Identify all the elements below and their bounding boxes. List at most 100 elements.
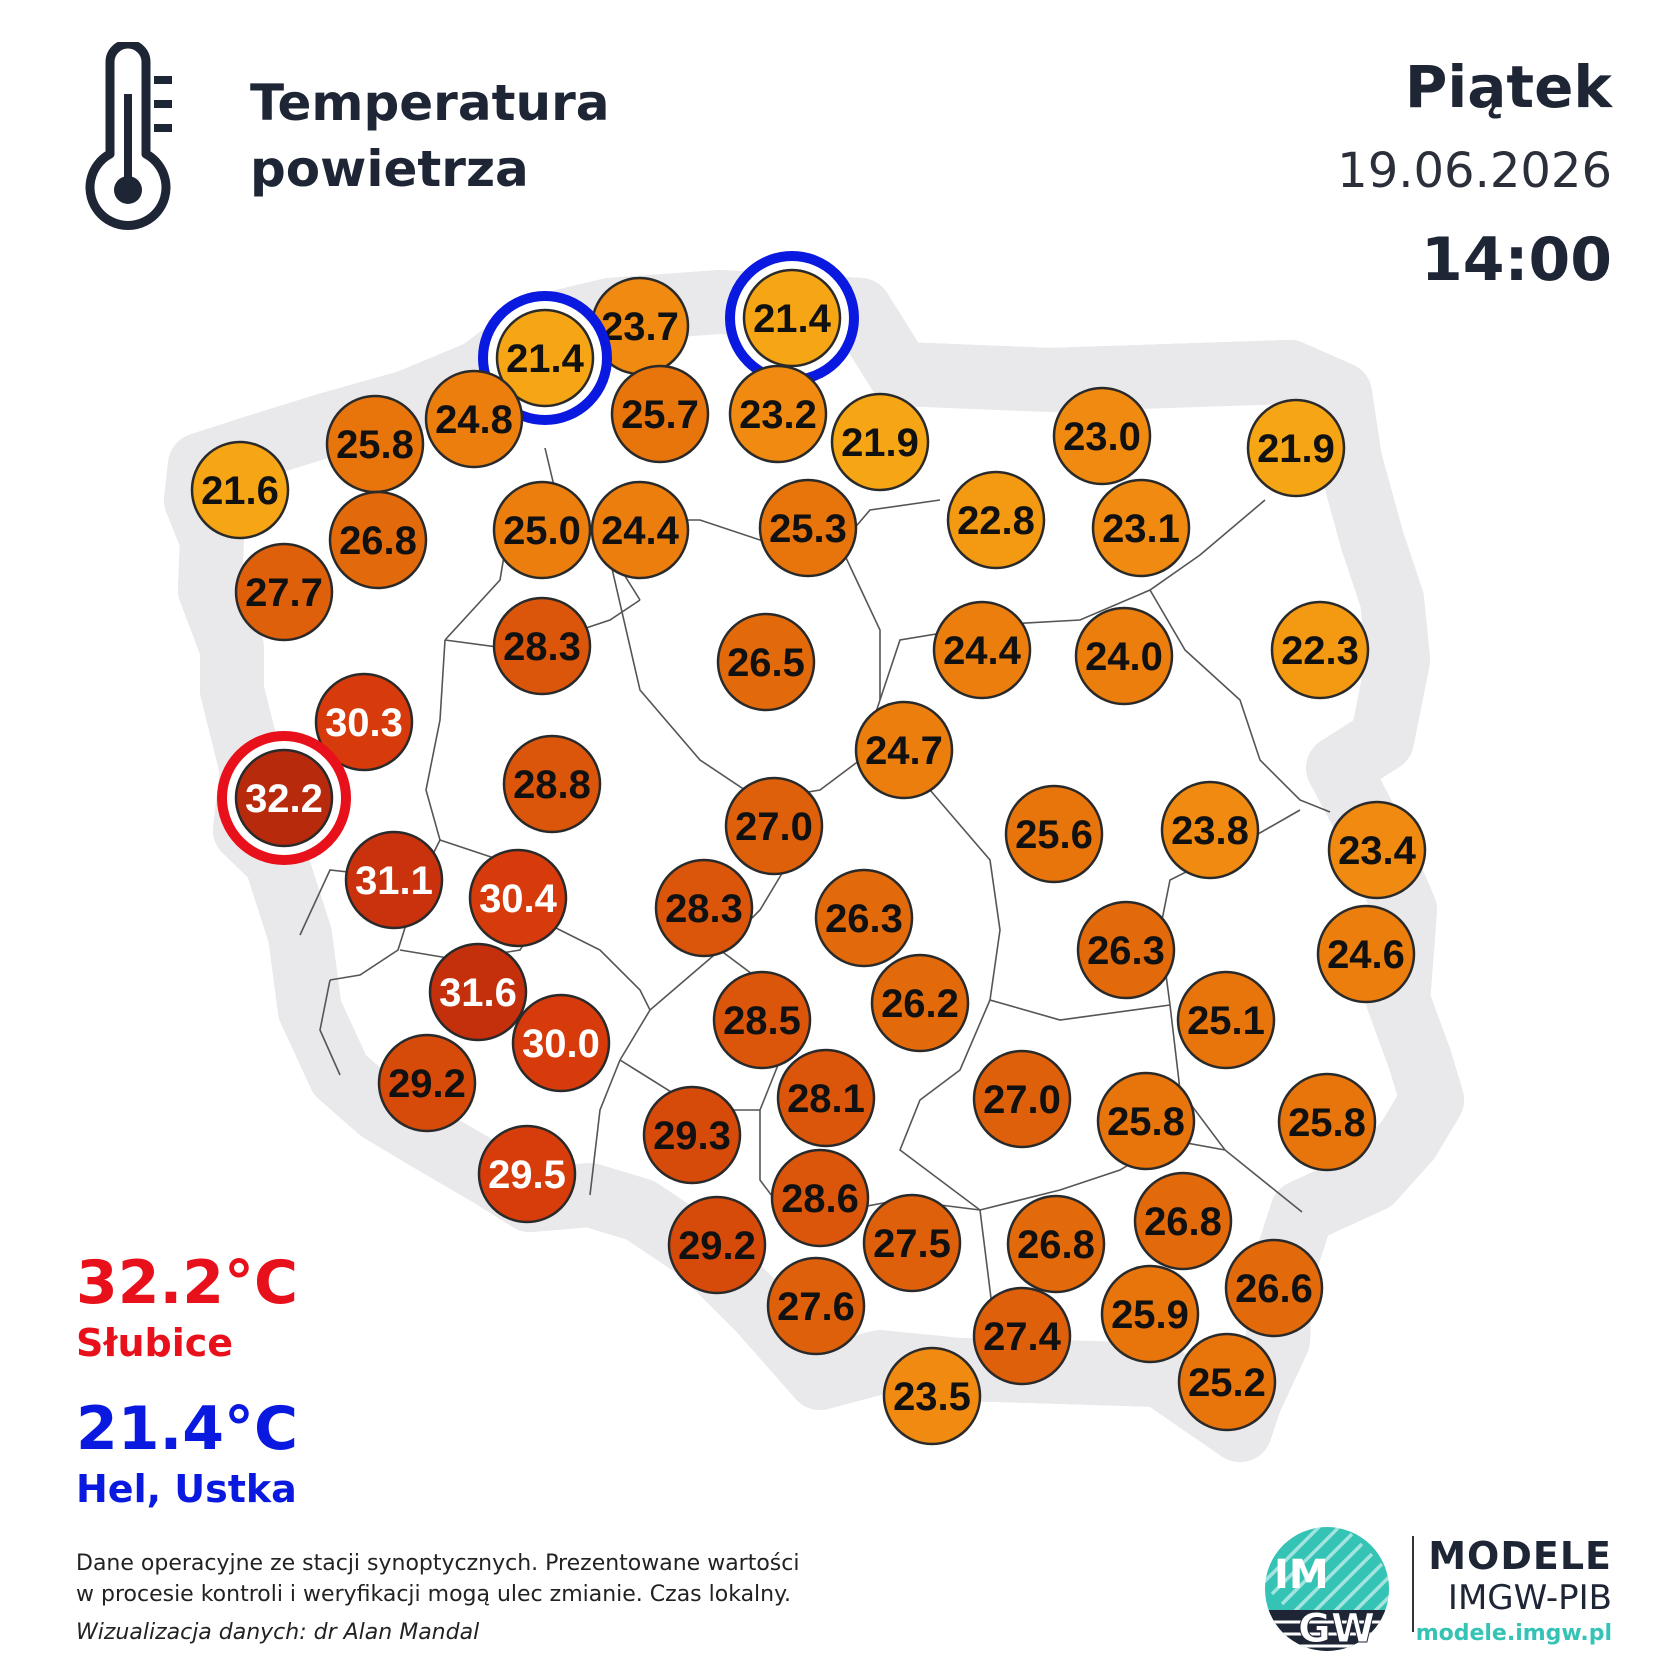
station-markers: 23.7 21.4 21.4 25.8 24.8 25.7 23.2 21.9 23.0 21.9… [190, 251, 1427, 1446]
logo-divider [1412, 1536, 1414, 1632]
station-circle [972, 1049, 1072, 1149]
station-marker: 25.8 [1096, 1071, 1196, 1171]
station-temperature: 26.6 [1235, 1267, 1313, 1311]
station-temperature: 21.4 [753, 297, 832, 341]
station-temperature: 27.0 [983, 1078, 1061, 1122]
disclaimer-line-2: w procesie kontroli i weryfikacji mogą u… [76, 1582, 791, 1607]
station-marker: 28.8 [502, 734, 602, 834]
station-temperature: 24.8 [435, 398, 513, 442]
station-temperature: 26.3 [825, 897, 903, 941]
station-marker: 30.0 [511, 993, 611, 1093]
station-marker: 24.7 [854, 700, 954, 800]
station-temperature: 25.0 [503, 509, 581, 553]
brand-title: MODELE [1428, 1534, 1612, 1578]
date-block: Piątek 19.06.2026 14:00 [1337, 48, 1612, 300]
station-marker: 24.4 [932, 600, 1032, 700]
station-temperature: 27.4 [983, 1315, 1062, 1359]
station-temperature: 23.2 [739, 393, 817, 437]
station-circle [1133, 1171, 1233, 1271]
max-temperature-station: Słubice [76, 1321, 234, 1365]
station-circle [1176, 970, 1276, 1070]
station-temperature: 22.8 [957, 499, 1035, 543]
station-marker: 28.1 [776, 1048, 876, 1148]
station-temperature: 24.4 [601, 509, 680, 553]
station-temperature: 26.8 [339, 519, 417, 563]
station-circle [1096, 1071, 1196, 1171]
station-marker: 32.2 [217, 731, 351, 865]
station-marker: 26.2 [870, 953, 970, 1053]
station-circle [344, 830, 444, 930]
station-circle [758, 478, 858, 578]
station-circle [1091, 478, 1191, 578]
station-circle [234, 748, 334, 848]
logo-letters-bottom: GW [1298, 1606, 1375, 1652]
station-marker: 23.5 [882, 1346, 982, 1446]
station-marker: 25.2 [1177, 1332, 1277, 1432]
title-line-1: Temperatura [250, 74, 610, 132]
station-temperature: 27.5 [873, 1222, 951, 1266]
station-marker: 22.3 [1270, 600, 1370, 700]
station-circle [492, 596, 592, 696]
station-marker: 29.2 [667, 1195, 767, 1295]
station-circle [495, 308, 595, 408]
date-label: 19.06.2026 [1337, 143, 1612, 199]
min-temperature-value: 21.4°C [76, 1394, 299, 1464]
station-circle [742, 268, 842, 368]
station-temperature: 32.2 [245, 777, 323, 821]
station-temperature: 25.3 [769, 507, 847, 551]
station-temperature: 24.7 [865, 729, 943, 773]
station-circle [328, 490, 428, 590]
station-temperature: 23.0 [1063, 415, 1141, 459]
station-temperature: 21.9 [841, 421, 919, 465]
station-marker: 26.5 [716, 612, 816, 712]
station-marker: 21.9 [830, 392, 930, 492]
station-circle [654, 858, 754, 958]
station-circle [814, 868, 914, 968]
station-marker: 25.3 [758, 478, 858, 578]
station-marker: 27.4 [972, 1286, 1072, 1386]
station-temperature: 22.3 [1281, 629, 1359, 673]
station-circle [610, 364, 710, 464]
station-circle [882, 1346, 982, 1446]
disclaimer-line-1: Dane operacyjne ze stacji synoptycznych.… [76, 1551, 800, 1576]
station-circle [468, 848, 568, 948]
station-temperature: 26.5 [727, 641, 805, 685]
station-temperature: 29.3 [653, 1114, 731, 1158]
station-marker: 26.8 [1006, 1194, 1106, 1294]
visualization-credit: Wizualizacja danych: dr Alan Mandal [76, 1620, 480, 1645]
station-circle [830, 392, 930, 492]
station-circle [1004, 784, 1104, 884]
station-temperature: 24.6 [1327, 933, 1405, 977]
station-marker: 24.8 [424, 369, 524, 469]
station-circle [377, 1033, 477, 1133]
station-temperature: 29.5 [488, 1153, 566, 1197]
station-temperature: 28.3 [665, 887, 743, 931]
station-temperature: 28.1 [787, 1077, 865, 1121]
station-circle [1100, 1264, 1200, 1364]
station-marker: 30.4 [468, 848, 568, 948]
imgw-logo: IM GW [1265, 1527, 1389, 1653]
station-marker: 26.8 [1133, 1171, 1233, 1271]
station-temperature: 25.6 [1015, 813, 1093, 857]
station-temperature: 28.6 [781, 1177, 859, 1221]
station-circle [234, 542, 334, 642]
station-circle [511, 993, 611, 1093]
station-temperature: 30.3 [325, 701, 403, 745]
station-marker: 24.6 [1316, 904, 1416, 1004]
station-marker: 26.8 [328, 490, 428, 590]
station-marker: 22.8 [946, 470, 1046, 570]
station-circle [642, 1085, 742, 1185]
station-temperature: 25.7 [621, 393, 699, 437]
station-circle [712, 970, 812, 1070]
station-marker: 25.8 [1277, 1072, 1377, 1172]
station-circle [1270, 600, 1370, 700]
station-circle [314, 672, 414, 772]
station-marker: 21.4 [725, 251, 859, 385]
station-circle [477, 1124, 577, 1224]
station-temperature: 28.5 [723, 999, 801, 1043]
brand-url[interactable]: modele.imgw.pl [1415, 1621, 1612, 1646]
station-marker: 27.7 [234, 542, 334, 642]
station-temperature: 29.2 [388, 1062, 466, 1106]
station-circle [1006, 1194, 1106, 1294]
